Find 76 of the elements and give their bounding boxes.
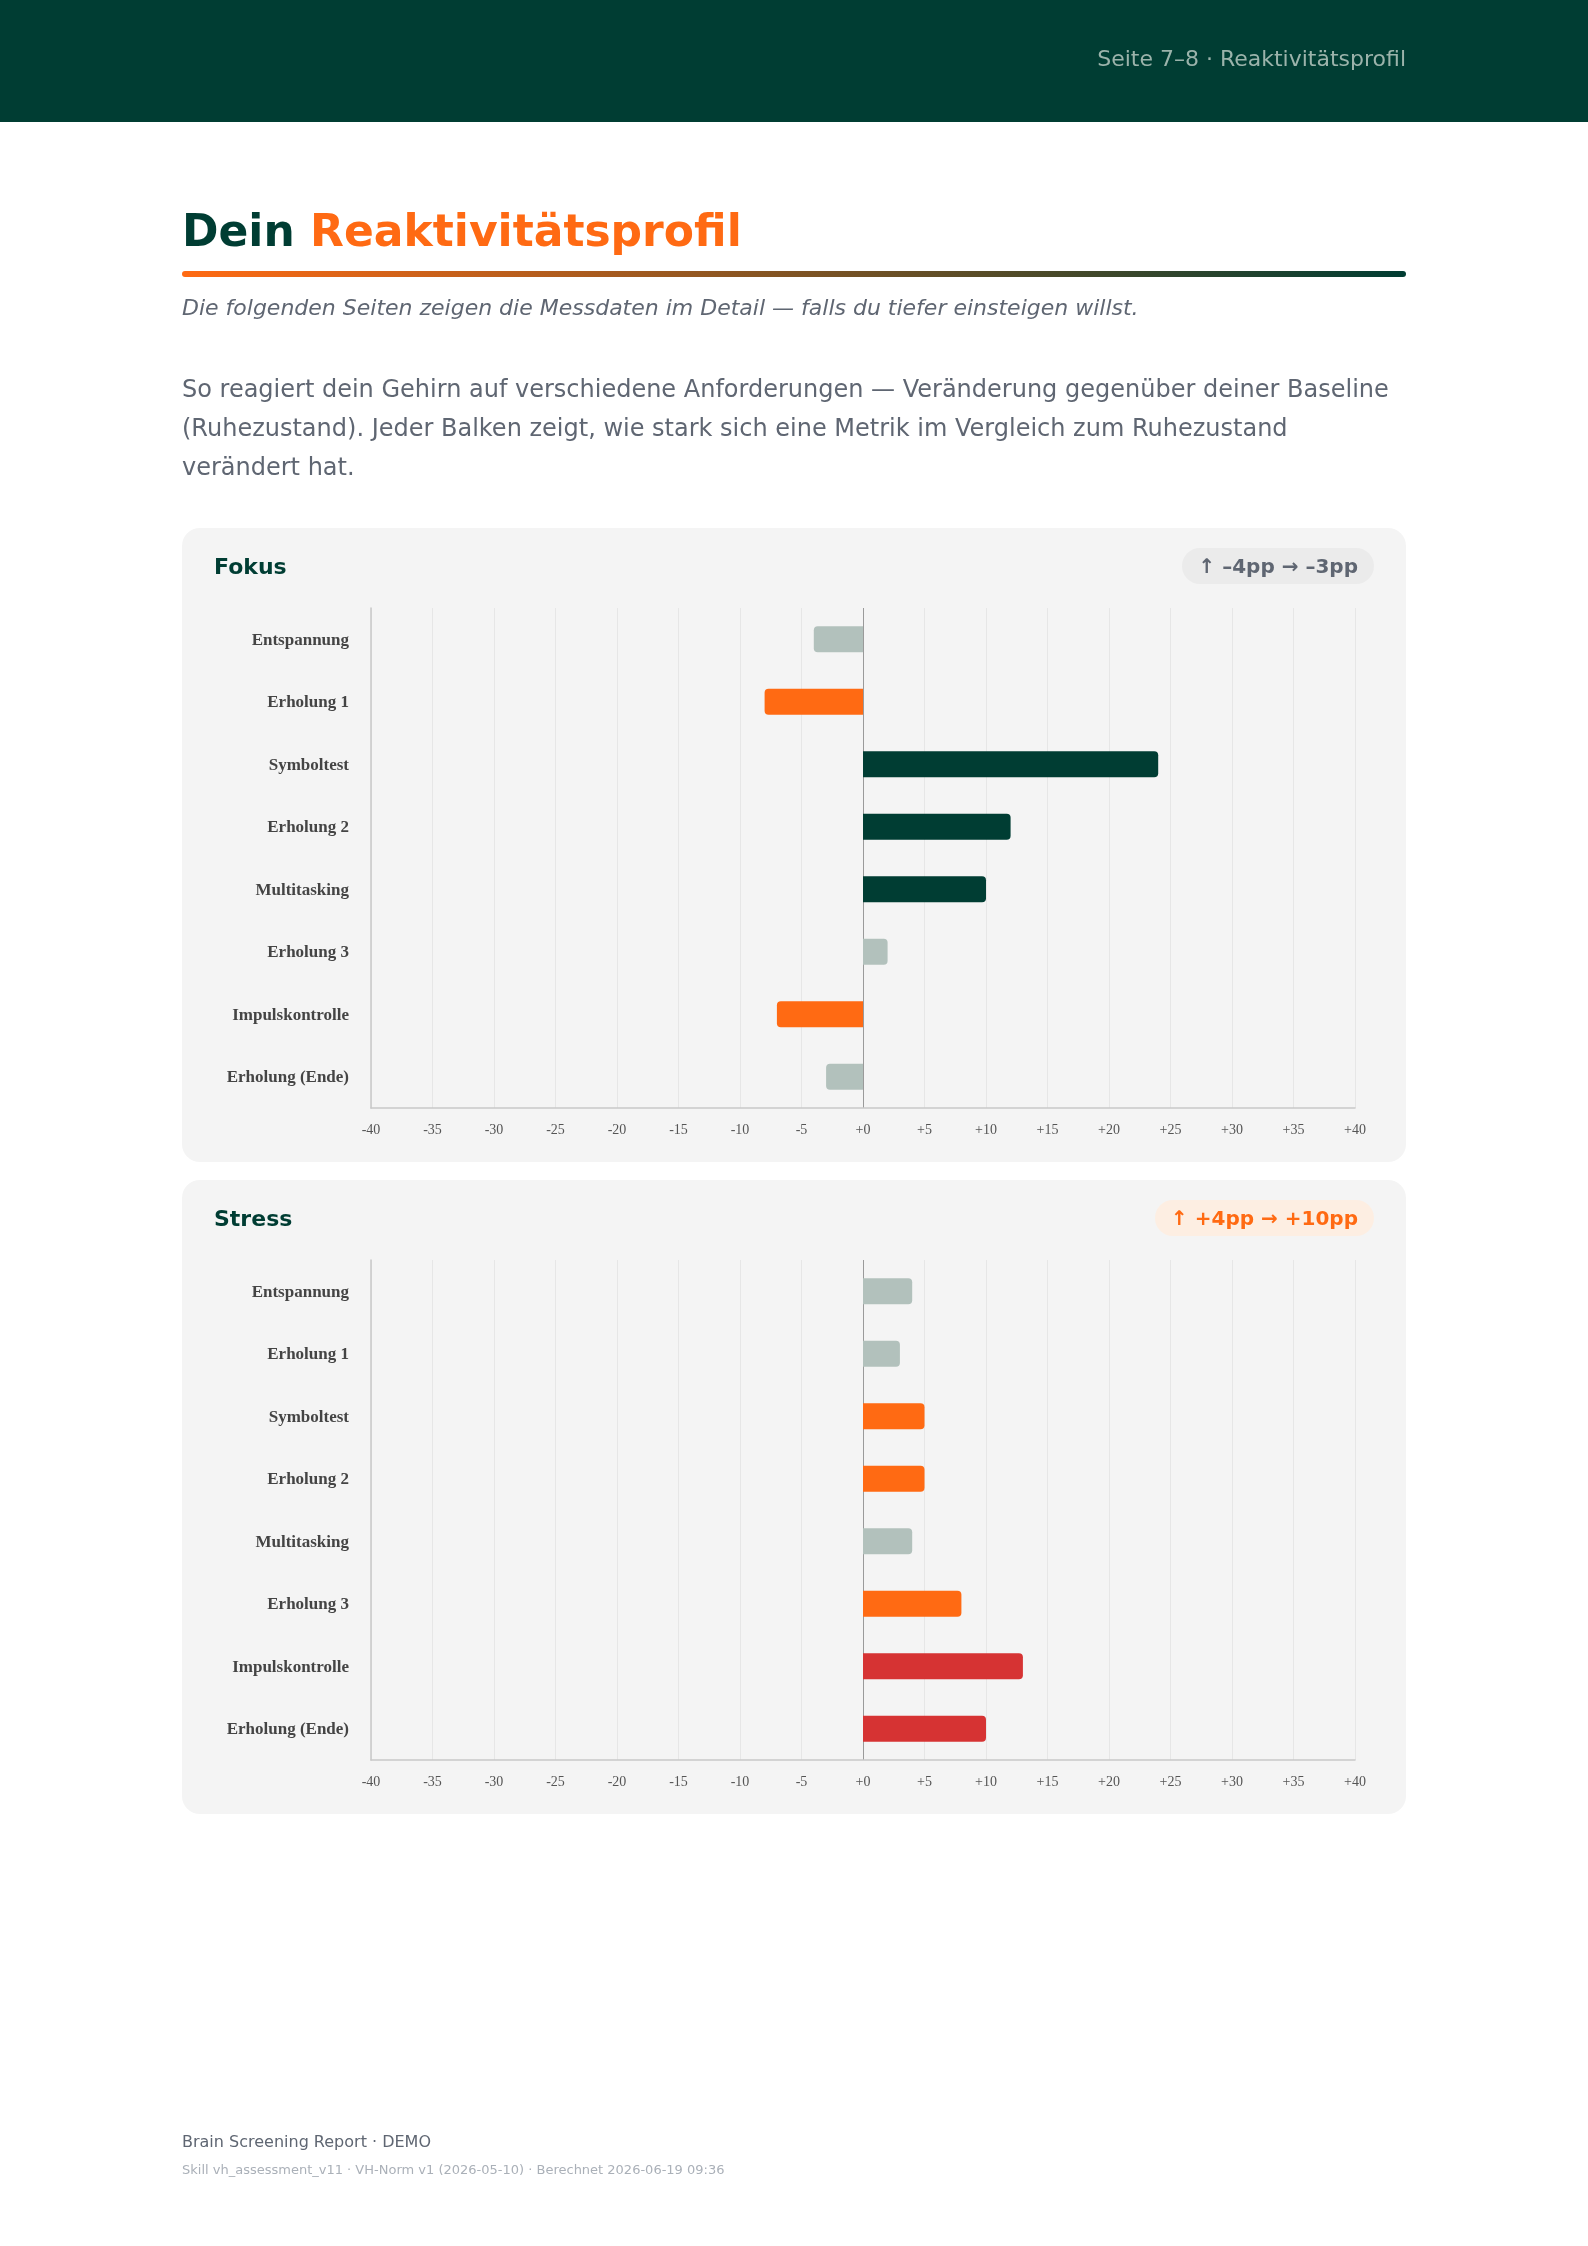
bar (863, 1715, 986, 1742)
x-tick-label: -10 (730, 1121, 750, 1137)
x-tick-label: -30 (484, 1121, 504, 1137)
x-tick-label: +35 (1282, 1121, 1305, 1137)
x-tick-label: -25 (546, 1121, 565, 1137)
x-tick-label: +0 (855, 1121, 871, 1137)
y-tick-label: Erholung (Ende) (226, 1719, 349, 1739)
bar (813, 626, 863, 653)
y-tick-label: Erholung 2 (267, 817, 349, 837)
x-tick-label: +35 (1282, 1773, 1305, 1789)
bar (776, 1001, 863, 1028)
y-tick-label: Erholung 2 (267, 1469, 349, 1489)
text: Brain Screening Report · DEMO (182, 2132, 431, 2151)
bar (863, 1590, 962, 1617)
x-tick-label: -20 (607, 1773, 627, 1789)
bar (863, 1653, 1023, 1680)
y-tick-label: Erholung 3 (267, 942, 349, 962)
x-tick-label: +5 (917, 1773, 932, 1789)
x-tick-label: +30 (1221, 1121, 1243, 1137)
x-tick-label: +40 (1344, 1773, 1366, 1789)
bar (863, 813, 1011, 840)
x-tick-label: +20 (1098, 1773, 1120, 1789)
y-tick-label: Symboltest (268, 754, 350, 774)
bar (826, 1063, 863, 1090)
x-tick-label: +25 (1159, 1121, 1182, 1137)
text: Seite 7–8 · Reaktivitätsprofil (1097, 46, 1406, 71)
y-tick-label: Impulskontrolle (232, 1004, 350, 1024)
x-tick-label: -35 (423, 1773, 442, 1789)
y-tick-label: Multitasking (255, 1531, 350, 1551)
x-tick-label: +0 (855, 1773, 871, 1789)
chart-title: Fokus (214, 554, 287, 579)
x-tick-label: +10 (975, 1121, 997, 1137)
bar (863, 1340, 900, 1367)
bar (863, 751, 1159, 778)
y-tick-label: Impulskontrolle (232, 1656, 350, 1676)
x-tick-label: -35 (423, 1121, 442, 1137)
x-tick-label: -40 (361, 1773, 381, 1789)
bar (863, 876, 986, 903)
x-tick-label: +15 (1036, 1121, 1059, 1137)
y-tick-label: Erholung (Ende) (226, 1067, 349, 1087)
y-tick-label: Entspannung (251, 629, 350, 649)
x-tick-label: -10 (730, 1773, 750, 1789)
x-tick-label: +5 (917, 1121, 932, 1137)
text: ↑ +4pp → +10pp (1155, 1200, 1374, 1236)
y-tick-label: Erholung 3 (267, 1594, 349, 1614)
x-tick-label: +10 (975, 1773, 997, 1789)
x-tick-label: -30 (484, 1773, 504, 1789)
y-tick-label: Symboltest (268, 1406, 350, 1426)
x-tick-label: +30 (1221, 1773, 1243, 1789)
x-tick-label: +20 (1098, 1121, 1120, 1137)
y-tick-label: Multitasking (255, 879, 350, 899)
y-tick-label: Erholung 1 (267, 692, 349, 712)
bar (863, 1528, 913, 1555)
text: ↑ –4pp → –3pp (1182, 548, 1374, 584)
x-tick-label: -15 (669, 1121, 688, 1137)
bar (764, 688, 863, 715)
bar (863, 1278, 913, 1305)
x-tick-label: +25 (1159, 1773, 1182, 1789)
text: Die folgenden Seiten zeigen die Messdaten im Detail — falls du tiefer einsteigen willst. (182, 295, 1139, 320)
x-tick-label: +40 (1344, 1121, 1366, 1137)
x-tick-label: -40 (361, 1121, 381, 1137)
y-tick-label: Erholung 1 (267, 1344, 349, 1364)
x-tick-label: +15 (1036, 1773, 1059, 1789)
x-tick-label: -25 (546, 1773, 565, 1789)
bar (863, 1465, 925, 1492)
x-tick-label: -5 (795, 1121, 808, 1137)
text: Skill vh_assessment_v11 · VH-Norm v1 (2026-05-10) · Berechnet 2026-06-19 09:36 (182, 2162, 725, 2177)
text: Dein Reaktivitätsprofil (182, 205, 742, 256)
bar (863, 938, 888, 965)
text: So reagiert dein Gehirn auf verschiedene Anforderungen — Veränderung gegenüber deiner Baseline (Ruhezustand). Jeder Balken zeigt, wie stark sich eine Metrik im Vergleich zum Ruhezustand verändert hat. (182, 374, 1390, 483)
x-tick-label: -5 (795, 1773, 808, 1789)
x-tick-label: -15 (669, 1773, 688, 1789)
bar (863, 1403, 925, 1430)
chart-title: Stress (214, 1206, 293, 1231)
y-tick-label: Entspannung (251, 1281, 350, 1301)
x-tick-label: -20 (607, 1121, 627, 1137)
